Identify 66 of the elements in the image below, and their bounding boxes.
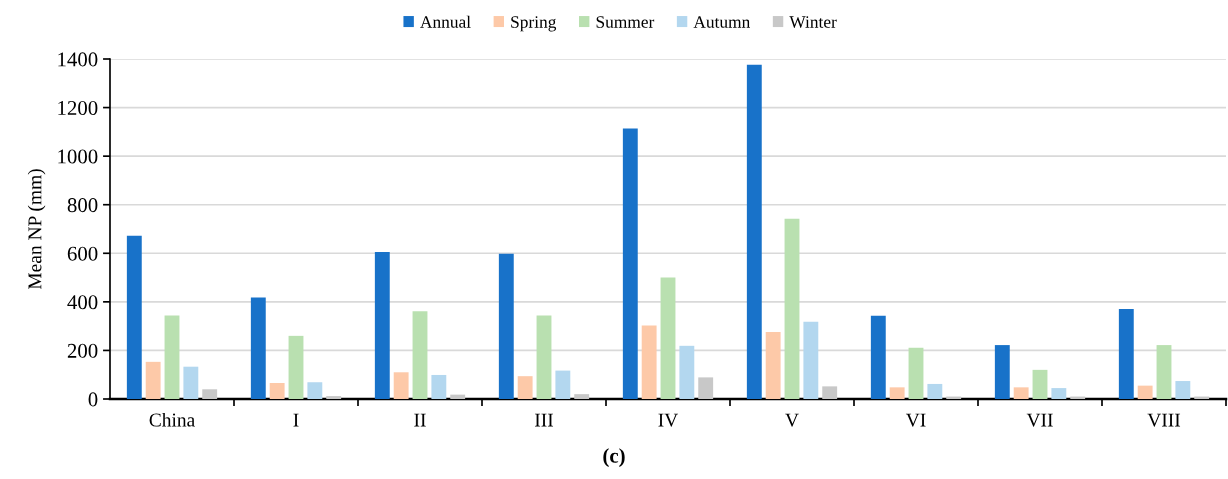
bar xyxy=(536,315,552,399)
bar xyxy=(126,235,142,399)
bar xyxy=(1137,385,1153,399)
bar xyxy=(202,389,218,399)
bar xyxy=(250,297,266,399)
bar xyxy=(326,396,342,399)
bar xyxy=(450,394,466,399)
bar xyxy=(1051,388,1067,399)
x-tick-label: V xyxy=(785,413,799,427)
x-tick-label: VI xyxy=(905,413,926,427)
bar xyxy=(1032,369,1048,399)
legend-label: Spring xyxy=(511,16,557,32)
x-tick-label: II xyxy=(414,413,426,427)
bar xyxy=(784,218,800,399)
bar xyxy=(412,311,428,399)
bar xyxy=(679,345,695,399)
bar xyxy=(393,372,409,399)
legend-label: Annual xyxy=(420,15,471,28)
bar xyxy=(622,128,638,399)
bar xyxy=(1175,381,1191,399)
text: (c) xyxy=(603,448,625,468)
bar xyxy=(908,347,924,399)
bar xyxy=(870,315,886,399)
bar xyxy=(803,321,819,399)
bar xyxy=(288,335,304,399)
bar xyxy=(746,64,762,399)
y-axis-title: Mean NP (mm) xyxy=(27,169,46,290)
x-tick-label: III xyxy=(534,413,554,427)
bar xyxy=(555,370,571,399)
y-tick-label: 400 xyxy=(67,295,98,310)
bar xyxy=(641,325,657,399)
bar xyxy=(517,376,533,399)
y-tick-label: 1400 xyxy=(58,52,98,67)
bar xyxy=(374,252,390,399)
legend-label: Autumn xyxy=(693,16,751,28)
bar xyxy=(145,361,161,399)
x-tick-label: VIII xyxy=(1147,413,1181,427)
bar xyxy=(698,377,714,399)
bar xyxy=(889,387,905,399)
bar xyxy=(164,315,180,399)
bar xyxy=(994,345,1010,399)
bar xyxy=(574,394,590,399)
bar xyxy=(822,386,838,399)
bar xyxy=(498,253,514,399)
y-tick-label: 1000 xyxy=(58,149,98,164)
x-tick-label: VII xyxy=(1026,413,1053,427)
legend-label: Winter xyxy=(789,16,837,28)
bar xyxy=(183,366,199,399)
bar xyxy=(927,383,943,399)
y-tick-label: 200 xyxy=(67,343,98,358)
bar xyxy=(431,374,447,399)
bar xyxy=(660,277,676,399)
y-tick-label: 1200 xyxy=(58,100,98,115)
x-tick-label: China xyxy=(149,412,195,427)
bar xyxy=(765,331,781,399)
bar xyxy=(1013,387,1029,399)
x-tick-label: IV xyxy=(658,413,679,427)
y-tick-label: 600 xyxy=(67,246,98,261)
bar xyxy=(1156,345,1172,399)
x-tick-label: I xyxy=(293,413,299,427)
y-tick-label: 800 xyxy=(67,198,98,213)
bar xyxy=(269,382,285,399)
bar xyxy=(1118,308,1134,399)
legend-label: Summer xyxy=(596,16,655,28)
bar xyxy=(307,382,323,399)
y-tick-label: 0 xyxy=(88,392,98,407)
